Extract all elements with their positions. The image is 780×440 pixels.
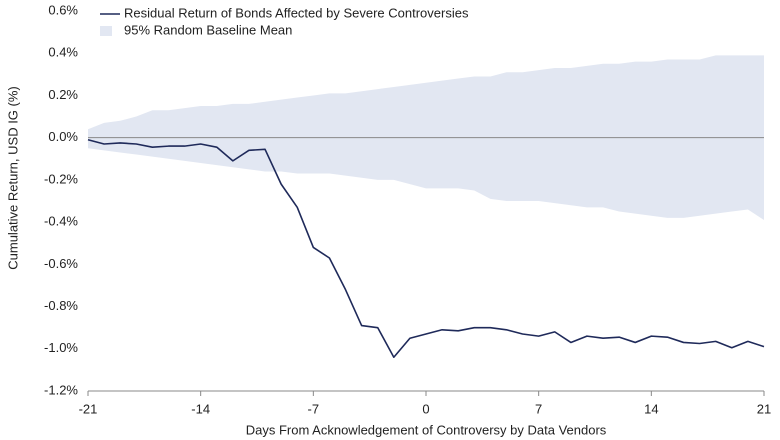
x-tick-label: -21 [79,401,98,416]
y-tick-label: 0.4% [48,45,78,60]
lines [87,139,765,359]
y-tick-label: 0.2% [48,87,78,102]
x-tick-label: -7 [308,401,320,416]
y-tick-label: -0.8% [44,298,78,313]
y-axis-title: Cumulative Return, USD IG (%) [5,86,20,270]
y-tick-label: -0.2% [44,171,78,186]
legend-label: Residual Return of Bonds Affected by Sev… [124,5,469,20]
y-tick-label: 0.0% [48,129,78,144]
line [87,139,765,359]
x-tick-label: 0 [422,401,429,416]
y-tick-label: -0.4% [44,214,78,229]
legend-label: 95% Random Baseline Mean [124,22,292,37]
x-tick-label: 14 [644,401,658,416]
y-tick-label: -0.6% [44,256,78,271]
x-axis-title: Days From Acknowledgement of Controversy… [246,422,607,437]
legend-swatch [100,26,112,36]
y-tick-label: -1.0% [44,340,78,355]
y-tick-label: -1.2% [44,382,78,397]
x-tick-label: 7 [535,401,542,416]
x-tick-label: -14 [191,401,210,416]
x-tick-label: 21 [757,401,771,416]
y-tick-label: 0.6% [48,2,78,17]
